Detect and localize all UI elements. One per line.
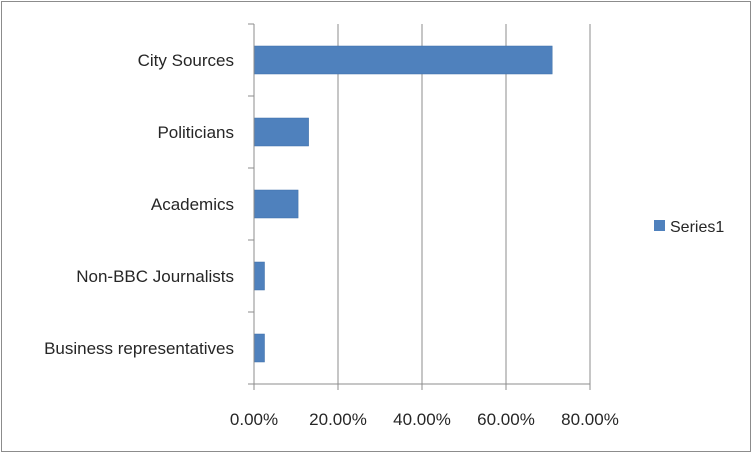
x-tick-label: 0.00%: [230, 410, 278, 429]
gridlines: [337, 24, 591, 384]
category-labels: City Sources Politicians Academics Non-BBC …: [44, 51, 234, 358]
bar: [253, 45, 553, 75]
legend: Series1: [654, 219, 724, 236]
category-label: Non-BBC Journalists: [76, 267, 234, 286]
category-label: Politicians: [157, 123, 234, 142]
legend-swatch: [654, 220, 665, 231]
category-label: Academics: [151, 195, 234, 214]
x-tick-label: 60.00%: [477, 410, 535, 429]
bars: [253, 45, 553, 363]
bar: [253, 261, 265, 291]
x-tick-labels: 0.00% 20.00% 40.00% 60.00% 80.00%: [230, 410, 619, 429]
x-tick-label: 40.00%: [393, 410, 451, 429]
bar: [253, 189, 299, 219]
category-label: Business representatives: [44, 339, 234, 358]
bar: [253, 117, 309, 147]
category-label: City Sources: [138, 51, 234, 70]
x-tick-label: 20.00%: [309, 410, 367, 429]
axes: [248, 23, 591, 390]
legend-label: Series1: [670, 219, 724, 236]
bar: [253, 333, 265, 363]
x-tick-label: 80.00%: [561, 410, 619, 429]
